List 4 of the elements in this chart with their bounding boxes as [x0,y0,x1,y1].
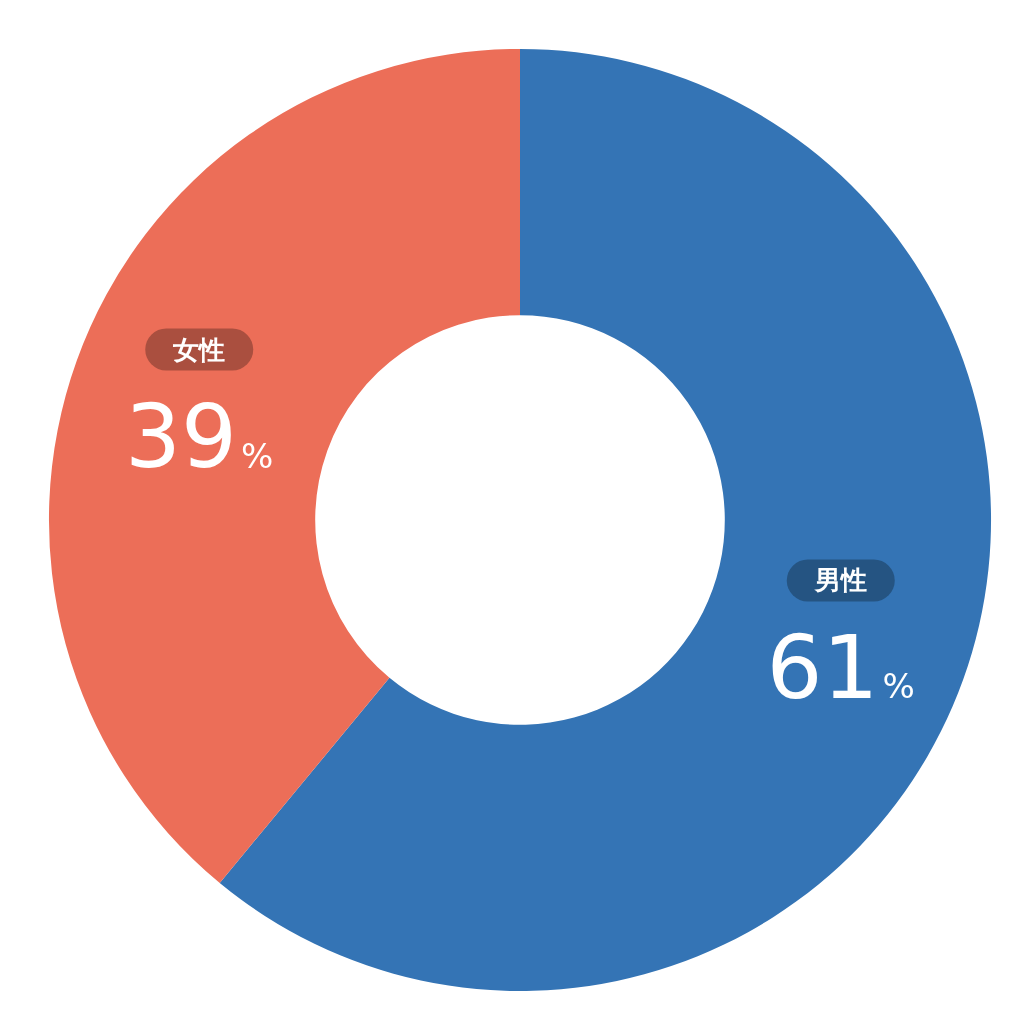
data-label: 61% [766,615,915,719]
slice-label: 女性 [172,334,226,365]
slice-label: 男性 [813,565,867,596]
data-label: 39% [125,385,274,489]
